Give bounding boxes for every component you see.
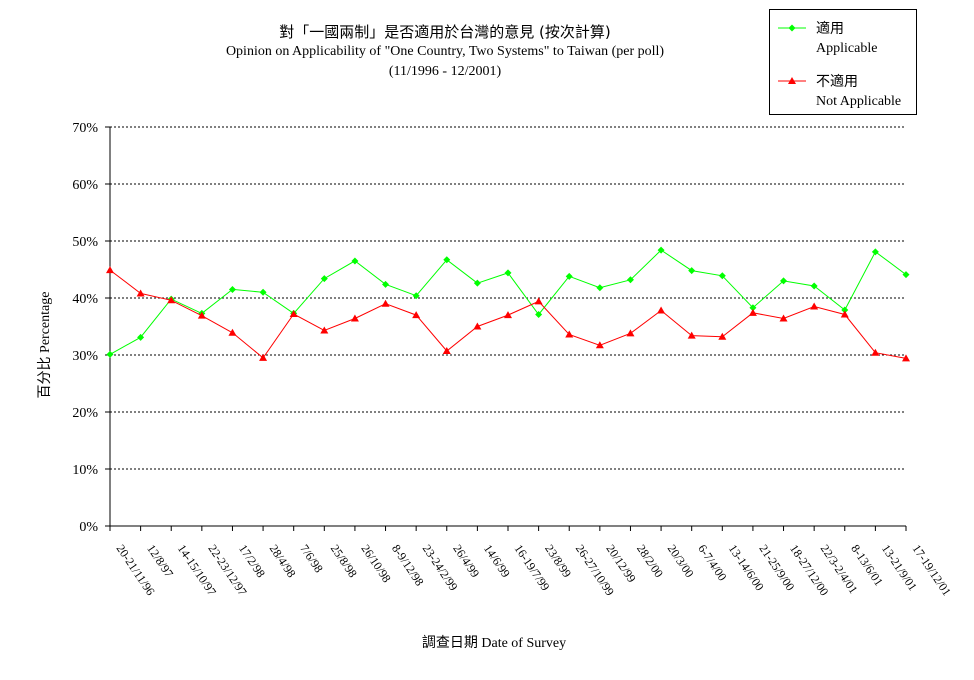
y-axis-label: 百分比 Percentage	[34, 292, 54, 399]
legend-label-en-1: Applicable	[816, 41, 877, 56]
data-point-not-applicable	[626, 329, 635, 337]
data-point-applicable	[657, 246, 665, 254]
data-point-not-applicable	[748, 308, 757, 316]
data-point-applicable	[565, 272, 573, 280]
data-point-not-applicable	[534, 297, 543, 305]
data-point-not-applicable	[289, 309, 298, 317]
data-point-not-applicable	[136, 289, 145, 297]
x-tick-label: 26/10/98	[358, 542, 393, 585]
data-point-not-applicable	[595, 341, 604, 349]
x-tick-label: 26/4/99	[450, 542, 482, 580]
data-point-applicable	[688, 267, 696, 275]
data-point-applicable	[382, 280, 390, 288]
series-line-1	[109, 249, 907, 355]
data-point-applicable	[596, 284, 604, 292]
y-tick-label: 10%	[72, 463, 98, 478]
data-point-applicable	[841, 306, 849, 314]
data-point-not-applicable	[350, 314, 359, 322]
data-point-not-applicable	[106, 266, 114, 274]
data-point-applicable	[259, 288, 267, 296]
data-point-not-applicable	[228, 328, 237, 336]
legend-label-zh-2: 不適用	[816, 73, 858, 90]
x-tick-label: 28/2/00	[634, 542, 666, 580]
x-tick-label: 17/2/98	[236, 542, 268, 580]
data-point-applicable	[504, 269, 512, 277]
data-point-not-applicable	[657, 306, 666, 314]
x-axis-label: 調查日期 Date of Survey	[422, 632, 566, 652]
x-tick-label: 6-7/4/00	[695, 542, 729, 584]
data-point-applicable	[810, 282, 818, 290]
y-tick-label: 20%	[72, 406, 98, 421]
data-point-not-applicable	[197, 311, 206, 319]
data-point-applicable	[412, 292, 420, 300]
data-point-applicable	[320, 275, 328, 283]
x-axis-label-zh: 調查日期	[421, 635, 478, 651]
x-tick-label: 7/6/98	[297, 542, 326, 575]
data-point-not-applicable	[473, 322, 482, 330]
y-axis-label-zh: 百分比	[37, 356, 53, 399]
y-tick-label: 70%	[72, 121, 98, 136]
data-point-applicable	[749, 304, 757, 312]
data-point-not-applicable	[565, 330, 574, 338]
legend-marker-applicable	[788, 24, 796, 32]
data-point-applicable	[106, 350, 114, 358]
y-axis-label-en: Percentage	[38, 291, 53, 353]
data-point-not-applicable	[840, 310, 849, 318]
chart-title-block: 對「一國兩制」是否適用於台灣的意見 (按次計算) Opinion on Appl…	[110, 22, 780, 82]
x-tick-label: 14/6/99	[481, 542, 513, 580]
data-point-applicable	[137, 333, 145, 341]
data-point-not-applicable	[871, 348, 880, 356]
x-tick-label: 23/8/99	[542, 542, 574, 580]
legend-label-zh-1: 適用	[816, 20, 844, 37]
data-point-applicable	[228, 285, 236, 293]
x-tick-label: 17-19/12/01	[910, 542, 954, 598]
data-point-not-applicable	[687, 331, 696, 339]
y-tick-label: 30%	[72, 349, 98, 364]
data-point-applicable	[473, 279, 481, 287]
data-point-applicable	[535, 311, 543, 319]
data-point-not-applicable	[412, 311, 421, 319]
x-tick-label: 20/3/00	[665, 542, 697, 580]
y-tick-label: 60%	[72, 178, 98, 193]
data-point-applicable	[871, 248, 879, 256]
x-tick-label: 12/8/97	[144, 542, 176, 580]
data-point-applicable	[626, 276, 634, 284]
data-point-not-applicable	[167, 296, 176, 304]
chart-title: 對「一國兩制」是否適用於台灣的意見 (按次計算)	[279, 23, 611, 41]
data-point-not-applicable	[259, 353, 268, 361]
chart-subtitle: Opinion on Applicability of "One Country…	[225, 44, 665, 59]
legend-graphics: 適用 Applicable 不適用 Not Applicable	[778, 20, 901, 109]
data-point-applicable	[780, 277, 788, 285]
data-point-applicable	[718, 272, 726, 280]
x-tick-label: 28/4/98	[267, 542, 299, 580]
data-point-not-applicable	[902, 354, 910, 362]
y-tick-label: 0%	[79, 520, 98, 535]
data-point-not-applicable	[442, 347, 451, 355]
legend-label-en-2: Not Applicable	[816, 94, 901, 109]
x-axis-label-en: Date of Survey	[481, 636, 567, 651]
data-point-applicable	[351, 257, 359, 265]
chart-period: (11/1996 - 12/2001)	[388, 64, 502, 79]
data-point-not-applicable	[381, 299, 390, 307]
x-tick-label: 25/8/98	[328, 542, 360, 580]
data-point-not-applicable	[504, 311, 512, 319]
data-point-applicable	[902, 271, 910, 279]
y-tick-label: 50%	[72, 235, 98, 250]
y-tick-label: 40%	[72, 292, 98, 307]
data-point-applicable	[443, 256, 451, 264]
data-point-not-applicable	[810, 302, 819, 310]
data-point-not-applicable	[779, 314, 788, 322]
legend: 適用 Applicable 不適用 Not Applicable	[769, 9, 917, 115]
legend-marker-not-applicable	[788, 77, 796, 84]
data-point-not-applicable	[718, 332, 727, 340]
data-point-not-applicable	[320, 326, 329, 334]
